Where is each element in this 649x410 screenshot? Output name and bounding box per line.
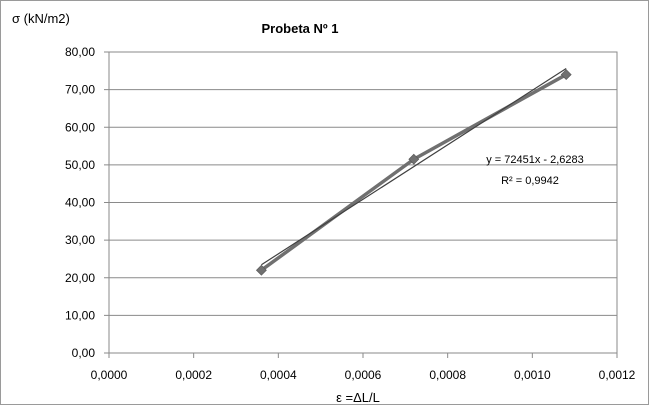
y-axis-title: σ (kN/m2) — [12, 11, 70, 26]
data-point-marker — [255, 264, 267, 276]
y-tick-label: 60,00 — [65, 120, 95, 134]
y-tick-label: 70,00 — [65, 83, 95, 97]
data-series — [255, 69, 572, 276]
x-axis-ticks: 0,0000 0,0002 0,0004 0,0006 0,0008 0,0010 0,00… — [91, 353, 636, 382]
x-tick-label: 0,0002 — [175, 368, 212, 382]
x-tick-label: 0,0000 — [91, 368, 128, 382]
trendline-layer — [261, 67, 567, 266]
y-tick-label: 30,00 — [65, 233, 95, 247]
x-tick-label: 0,0010 — [514, 368, 551, 382]
x-tick-label: 0,0008 — [429, 368, 466, 382]
y-tick-label: 10,00 — [65, 308, 95, 322]
y-tick-label: 80,00 — [65, 45, 95, 59]
data-point-marker — [560, 69, 572, 80]
trendline — [261, 67, 567, 266]
x-tick-label: 0,0004 — [260, 368, 297, 382]
y-tick-label: 40,00 — [65, 196, 95, 210]
data-point-marker — [408, 153, 420, 165]
y-tick-label: 50,00 — [65, 158, 95, 172]
trendline-r2: R² = 0,9942 — [501, 175, 559, 187]
trendline-equation: y = 72451x - 2,6283 — [486, 154, 584, 166]
x-tick-label: 0,0012 — [599, 368, 636, 382]
chart-title: Probeta Nº 1 — [262, 21, 339, 36]
x-axis-title: ε =ΔL/L — [336, 390, 380, 405]
y-axis-ticks: 0,00 10,00 20,00 30,00 40,00 50,00 60,00 70,00 8… — [65, 45, 109, 360]
x-tick-label: 0,0006 — [345, 368, 382, 382]
y-tick-label: 0,00 — [72, 346, 96, 360]
y-tick-label: 20,00 — [65, 271, 95, 285]
